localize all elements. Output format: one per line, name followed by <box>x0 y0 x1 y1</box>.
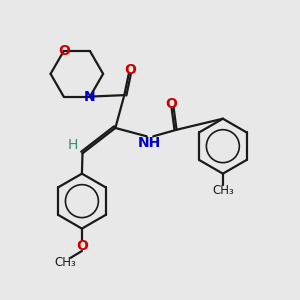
Text: O: O <box>58 44 70 58</box>
Text: O: O <box>124 63 136 77</box>
Text: O: O <box>76 239 88 253</box>
Text: N: N <box>84 90 96 104</box>
Text: NH: NH <box>138 136 161 150</box>
Text: CH₃: CH₃ <box>55 256 76 268</box>
Text: CH₃: CH₃ <box>212 184 234 197</box>
Text: O: O <box>165 97 177 111</box>
Text: H: H <box>68 138 78 152</box>
